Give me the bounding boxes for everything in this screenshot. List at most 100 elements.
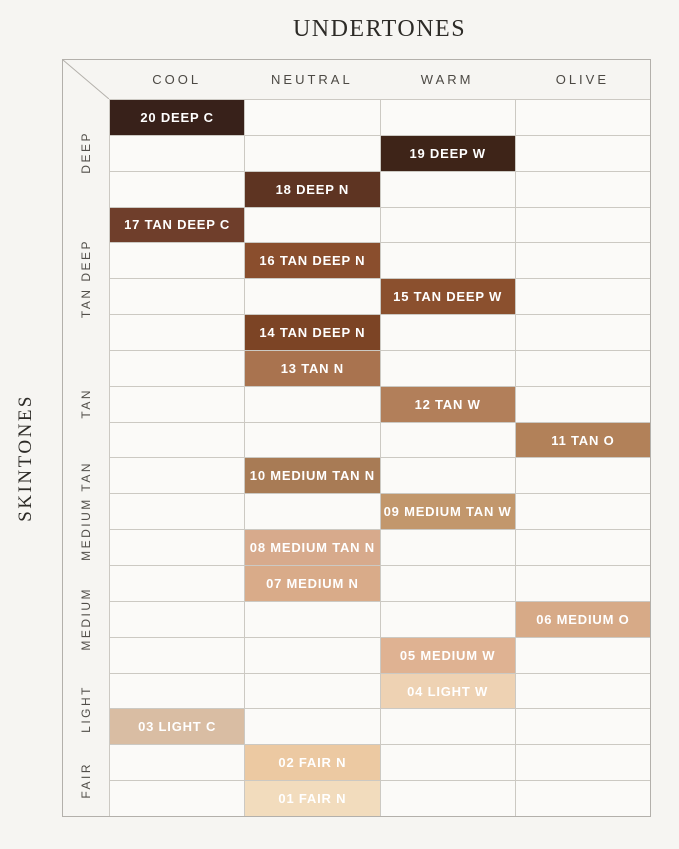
empty-cell <box>379 421 515 458</box>
empty-cell <box>244 385 380 422</box>
undertone-header-warm: WARM <box>420 72 474 87</box>
skintones-axis-title: SKINTONES <box>15 394 36 522</box>
shade-swatch-04-light-w: 04 LIGHT W <box>379 672 515 709</box>
empty-cell <box>379 744 515 781</box>
skintone-group-fair: FAIR <box>63 744 109 816</box>
empty-cell <box>379 457 515 494</box>
empty-cell <box>514 780 650 816</box>
empty-cell <box>109 600 245 637</box>
skintone-group-medium-tan: MEDIUM TAN <box>63 457 109 565</box>
shade-swatch-06-medium-o: 06 MEDIUM O <box>514 600 650 637</box>
corner-diagonal-icon <box>63 60 109 99</box>
empty-cell <box>514 565 650 601</box>
empty-cell <box>244 206 380 243</box>
empty-cell <box>109 672 245 709</box>
undertones-axis-title: UNDERTONES <box>292 16 467 42</box>
empty-cell <box>109 170 245 207</box>
skintone-group-light: LIGHT <box>63 673 109 745</box>
skintones-axis-title-box: SKINTONES <box>8 99 44 817</box>
shade-swatch-18-deep-n: 18 DEEP N <box>244 170 380 207</box>
skintone-group-tan-deep: TAN DEEP <box>63 207 109 350</box>
empty-cell <box>514 278 650 315</box>
shade-swatch-17-tan-deep-c: 17 TAN DEEP C <box>109 206 245 243</box>
empty-cell <box>109 278 245 315</box>
shade-grid: COOL NEUTRAL WARM OLIVE DEEP TAN DEEP TAN MEDIU… <box>62 59 651 817</box>
empty-cell <box>109 242 245 279</box>
empty-cell <box>109 385 245 422</box>
shade-swatch-19-deep-w: 19 DEEP W <box>379 134 515 171</box>
empty-cell <box>514 529 650 566</box>
shade-swatch-16-tan-deep-n: 16 TAN DEEP N <box>244 242 380 279</box>
empty-cell <box>514 99 650 135</box>
empty-cell <box>379 314 515 350</box>
empty-cell <box>514 206 650 243</box>
shade-swatch-07-medium-n: 07 MEDIUM N <box>244 565 380 601</box>
empty-cell <box>514 457 650 494</box>
empty-cell <box>109 421 245 458</box>
empty-cell <box>244 99 380 135</box>
empty-cell <box>514 170 650 207</box>
empty-cell <box>514 314 650 350</box>
shade-swatch-14-tan-deep-n: 14 TAN DEEP N <box>244 314 380 350</box>
shade-swatch-09-medium-tan-w: 09 MEDIUM TAN W <box>379 493 515 530</box>
shade-swatch-15-tan-deep-w: 15 TAN DEEP W <box>379 278 515 315</box>
skintone-group-label-tan-deep: TAN DEEP <box>78 238 93 318</box>
empty-cell <box>514 672 650 709</box>
skintone-group-label-medium: MEDIUM <box>78 586 93 651</box>
undertone-header-neutral: NEUTRAL <box>271 72 353 87</box>
empty-cell <box>514 636 650 673</box>
shade-swatch-10-medium-tan-n: 10 MEDIUM TAN N <box>244 457 380 494</box>
empty-cell <box>109 636 245 673</box>
skintone-group-deep: DEEP <box>63 99 109 207</box>
skintone-group-label-medium-tan: MEDIUM TAN <box>78 461 93 562</box>
empty-cell <box>379 565 515 601</box>
empty-cell <box>514 134 650 171</box>
empty-cell <box>109 349 245 386</box>
empty-cell <box>109 565 245 601</box>
empty-cell <box>244 636 380 673</box>
empty-cell <box>379 206 515 243</box>
empty-cell <box>514 708 650 745</box>
empty-cell <box>109 314 245 350</box>
empty-cell <box>379 242 515 279</box>
skintone-group-label-fair: FAIR <box>78 761 93 799</box>
empty-cell <box>379 600 515 637</box>
empty-cell <box>244 493 380 530</box>
shade-swatch-11-tan-o: 11 TAN O <box>514 421 650 458</box>
empty-cell <box>244 708 380 745</box>
shade-swatch-20-deep-c: 20 DEEP C <box>109 99 245 135</box>
empty-cell <box>379 780 515 816</box>
empty-cell <box>244 672 380 709</box>
empty-cell <box>244 421 380 458</box>
shade-swatch-05-medium-w: 05 MEDIUM W <box>379 636 515 673</box>
empty-cell <box>244 134 380 171</box>
skintone-group-label-light: LIGHT <box>78 684 93 733</box>
skintone-group-label-deep: DEEP <box>78 131 93 175</box>
empty-cell <box>379 170 515 207</box>
shade-swatch-13-tan-n: 13 TAN N <box>244 349 380 386</box>
skintone-group-label-tan: TAN <box>78 388 93 420</box>
empty-cell <box>379 99 515 135</box>
corner-cell <box>63 60 109 99</box>
empty-cell <box>514 744 650 781</box>
empty-cell <box>109 134 245 171</box>
shade-swatch-02-fair-n: 02 FAIR N <box>244 744 380 781</box>
skintone-group-medium: MEDIUM <box>63 565 109 673</box>
empty-cell <box>379 529 515 566</box>
skintone-group-tan: TAN <box>63 350 109 458</box>
empty-cell <box>514 385 650 422</box>
empty-cell <box>514 242 650 279</box>
empty-cell <box>379 708 515 745</box>
empty-cell <box>514 493 650 530</box>
shade-swatch-01-fair-n: 01 FAIR N <box>244 780 380 816</box>
empty-cell <box>244 278 380 315</box>
empty-cell <box>109 780 245 816</box>
empty-cell <box>244 600 380 637</box>
empty-cell <box>109 493 245 530</box>
empty-cell <box>109 529 245 566</box>
empty-cell <box>379 349 515 386</box>
empty-cell <box>514 349 650 386</box>
shade-swatch-03-light-c: 03 LIGHT C <box>109 708 245 745</box>
undertone-header-olive: OLIVE <box>555 72 610 87</box>
